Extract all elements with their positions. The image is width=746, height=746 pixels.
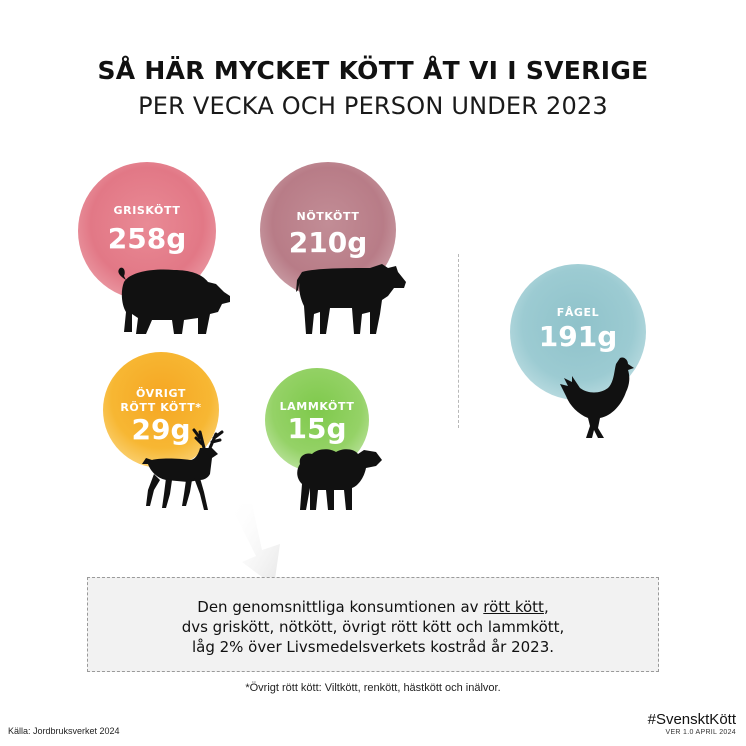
footnote: *Övrigt rött kött: Viltkött, renkött, hä… xyxy=(245,682,501,694)
sheep-icon xyxy=(297,449,382,510)
version-text: VER 1.0 APRIL 2024 xyxy=(665,729,736,736)
lammkott-value: 15g xyxy=(287,412,347,445)
ovrigt-label-line1: ÖVRIGT xyxy=(135,387,187,400)
info-line-1-prefix: Den genomsnittliga konsumtionen av xyxy=(197,598,484,616)
fagel-circle: FÅGEL 191g xyxy=(510,264,646,400)
notkott-value: 210g xyxy=(288,226,368,259)
page-subtitle: PER VECKA OCH PERSON UNDER 2023 xyxy=(138,92,608,120)
notkott-label: NÖTKÖTT xyxy=(296,210,360,223)
info-line-1: Den genomsnittliga konsumtionen av rött … xyxy=(88,597,658,617)
info-line-3: låg 2% över Livsmedelsverkets kostråd år… xyxy=(191,638,555,656)
info-box: Den genomsnittliga konsumtionen av rött … xyxy=(87,577,659,672)
chicken-icon xyxy=(560,357,634,438)
deer-icon xyxy=(142,428,224,510)
lammkott-label: LAMMKÖTT xyxy=(279,400,355,413)
griskott-value: 258g xyxy=(107,222,187,255)
fagel-value: 191g xyxy=(538,320,618,353)
divider-line xyxy=(458,254,459,428)
source-text: Källa: Jordbruksverket 2024 xyxy=(8,726,120,736)
page-title: SÅ HÄR MYCKET KÖTT ÅT VI I SVERIGE xyxy=(97,56,649,85)
info-underlined-term: rött kött xyxy=(483,598,544,616)
ovrigt-value: 29g xyxy=(131,413,191,446)
arrow-icon xyxy=(230,504,280,586)
fagel-label: FÅGEL xyxy=(556,306,600,319)
info-line-1-suffix: , xyxy=(543,598,549,616)
ovrigt-label-line2: RÖTT KÖTT* xyxy=(120,401,202,414)
cow-icon xyxy=(296,264,406,334)
info-text: Den genomsnittliga konsumtionen av rött … xyxy=(88,597,658,657)
info-line-2: dvs griskött, nötkött, övrigt rött kött … xyxy=(181,618,565,636)
griskott-label: GRISKÖTT xyxy=(113,204,181,217)
hashtag: #SvensktKött xyxy=(647,711,736,728)
ovrigt-circle: ÖVRIGT RÖTT KÖTT* 29g xyxy=(103,352,219,468)
pig-icon xyxy=(118,267,230,334)
